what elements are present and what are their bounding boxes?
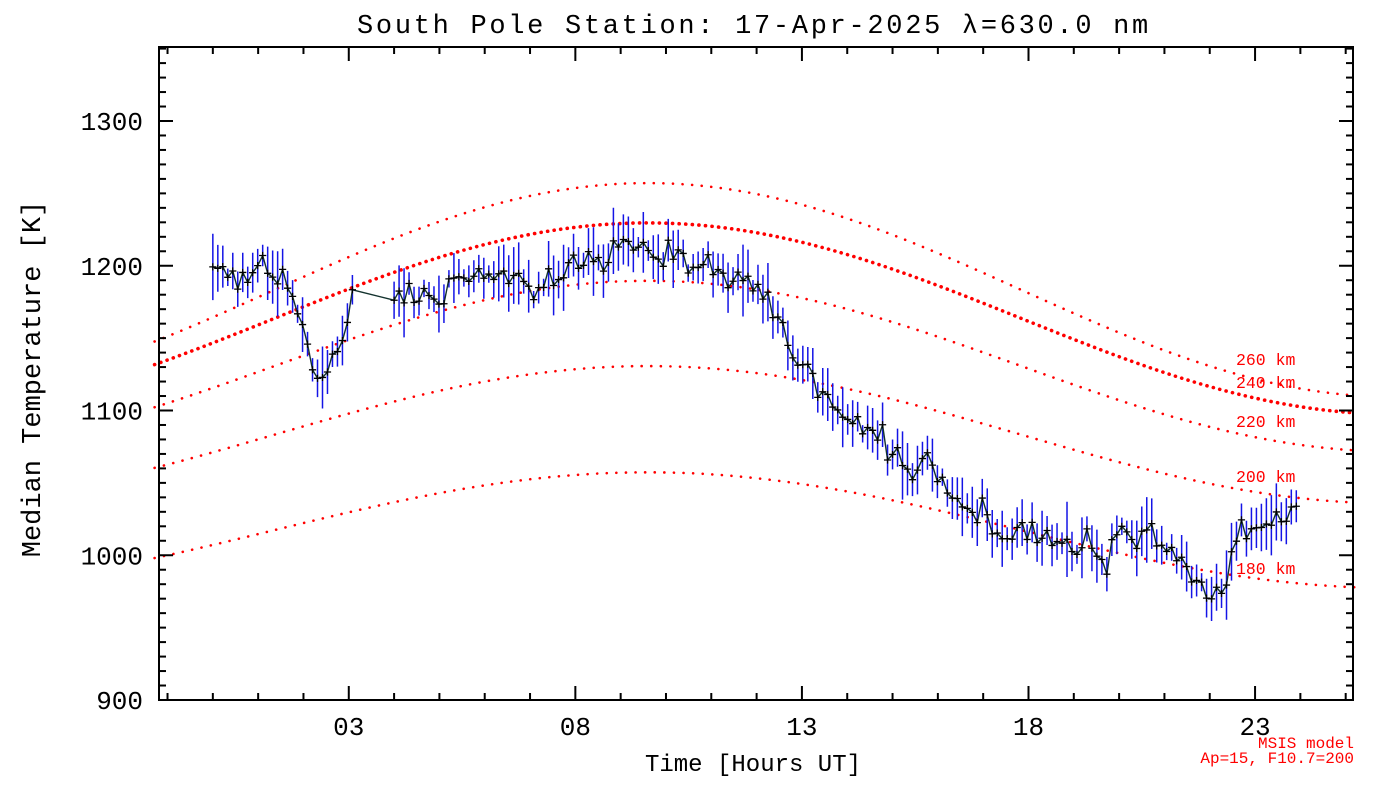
- svg-text:220 km: 220 km: [1236, 413, 1296, 432]
- svg-text:1100: 1100: [81, 398, 143, 428]
- svg-text:13: 13: [786, 713, 817, 743]
- svg-text:18: 18: [1013, 713, 1044, 743]
- svg-text:1000: 1000: [81, 542, 143, 572]
- svg-text:03: 03: [333, 713, 364, 743]
- svg-text:180 km: 180 km: [1236, 560, 1296, 579]
- svg-text:08: 08: [560, 713, 591, 743]
- svg-text:1200: 1200: [81, 253, 143, 283]
- svg-text:South Pole Station: 17-Apr-202: South Pole Station: 17-Apr-2025 λ=630.0 …: [357, 12, 1151, 42]
- svg-text:1300: 1300: [81, 108, 143, 138]
- svg-text:Median Temperature [K]: Median Temperature [K]: [19, 201, 49, 557]
- svg-text:240 km: 240 km: [1236, 374, 1296, 393]
- svg-text:Ap=15, F10.7=200: Ap=15, F10.7=200: [1200, 750, 1354, 768]
- svg-text:Time [Hours UT]: Time [Hours UT]: [645, 752, 861, 779]
- svg-text:900: 900: [96, 687, 143, 717]
- svg-text:260 km: 260 km: [1236, 351, 1296, 370]
- svg-text:200 km: 200 km: [1236, 468, 1296, 487]
